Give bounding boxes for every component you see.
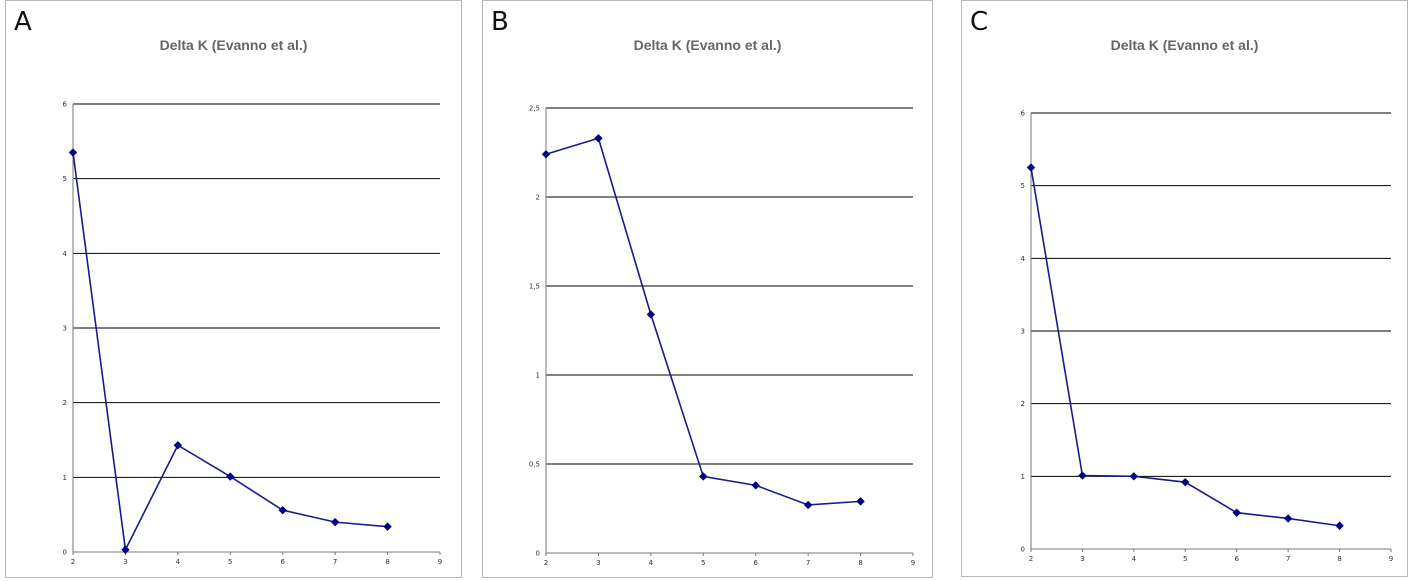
x-tick-label: 5	[228, 558, 232, 566]
data-point-marker	[751, 481, 760, 490]
y-tick-label: 0,5	[529, 461, 540, 469]
y-tick-label: 4	[1021, 255, 1026, 263]
chart-panel-a: A Delta K (Evanno et al.) 0 1 2 3 4 5 6 2 3 4 5 6 7 8…	[5, 0, 462, 578]
panel-letter: C	[970, 7, 989, 37]
data-point-marker	[68, 148, 78, 157]
data-point-marker	[1283, 514, 1293, 523]
x-tick-label: 9	[438, 558, 442, 566]
y-tick-label: 4	[63, 250, 68, 258]
panel-letter: A	[14, 7, 32, 37]
data-point-marker	[278, 505, 287, 515]
x-tick-label: 7	[806, 559, 810, 567]
data-point-marker	[330, 517, 340, 527]
data-point-marker	[856, 497, 865, 506]
data-point-marker	[226, 472, 235, 481]
series-line	[545, 137, 861, 506]
data-point-marker	[1129, 472, 1139, 481]
x-tick-label: 4	[176, 558, 181, 566]
y-tick-label: 1,5	[529, 283, 540, 291]
x-tick-label: 6	[753, 559, 758, 567]
y-tick-label: 0	[1021, 546, 1025, 554]
x-tick-label: 3	[596, 559, 600, 567]
series-line	[1030, 167, 1340, 527]
y-tick-label: 2	[63, 399, 67, 407]
x-tick-label: 4	[1132, 555, 1137, 563]
data-point-marker	[1232, 508, 1241, 517]
x-tick-label: 7	[1286, 555, 1290, 563]
y-tick-label: 2	[1021, 400, 1025, 408]
data-point-marker	[121, 545, 130, 554]
data-point-marker	[173, 441, 183, 450]
x-tick-label: 3	[123, 558, 127, 566]
x-tick-label: 5	[701, 559, 705, 567]
x-tick-label: 2	[1029, 555, 1033, 563]
chart-title: Delta K (Evanno et al.)	[633, 37, 782, 53]
data-point-marker	[594, 134, 603, 143]
x-tick-label: 5	[1183, 555, 1187, 563]
x-tick-label: 8	[1337, 555, 1341, 563]
panel-letter: B	[491, 7, 509, 37]
data-point-marker	[383, 522, 392, 531]
y-tick-label: 5	[63, 175, 67, 183]
y-tick-label: 0	[63, 549, 67, 557]
chart-plot: 0 0,5 1 1,5 2 2,5 2 3 4 5 6 7 8 9	[529, 105, 915, 568]
data-point-marker	[541, 150, 551, 159]
y-tick-label: 1	[536, 372, 540, 380]
y-tick-label: 5	[1021, 182, 1025, 190]
chart-title: Delta K (Evanno et al.)	[1110, 37, 1259, 53]
chart-plot: 0 1 2 3 4 5 6 2 3 4 5 6 7 8 9	[1021, 110, 1394, 564]
y-tick-label: 2	[536, 194, 540, 202]
x-tick-label: 9	[911, 559, 915, 567]
series-line	[72, 152, 388, 553]
y-tick-label: 3	[1021, 328, 1025, 336]
data-point-marker	[1026, 163, 1036, 172]
x-tick-label: 6	[280, 558, 285, 566]
y-tick-label: 2,5	[529, 105, 540, 113]
data-point-marker	[1335, 521, 1344, 530]
y-tick-label: 6	[63, 101, 68, 109]
x-tick-label: 9	[1389, 555, 1393, 563]
chart-panel-b: B Delta K (Evanno et al.) 0 0,5 1 1,5 2 2,5 2 3…	[482, 0, 933, 578]
x-tick-label: 4	[649, 559, 654, 567]
y-tick-label: 1	[63, 474, 67, 482]
chart-panel-c: C Delta K (Evanno et al.) 0 1 2 3 4 5 6 2 3 4 5 6 7 8…	[961, 0, 1408, 577]
chart-title: Delta K (Evanno et al.)	[159, 37, 308, 53]
x-tick-label: 2	[544, 559, 548, 567]
data-point-marker	[1078, 471, 1087, 480]
y-tick-label: 6	[1021, 110, 1026, 118]
x-tick-label: 8	[858, 559, 862, 567]
y-tick-label: 1	[1021, 473, 1025, 481]
x-tick-label: 8	[385, 558, 389, 566]
x-tick-label: 6	[1234, 555, 1239, 563]
data-point-marker	[1181, 477, 1190, 487]
x-tick-label: 2	[71, 558, 75, 566]
data-point-marker	[646, 310, 656, 319]
x-tick-label: 7	[333, 558, 337, 566]
data-point-marker	[803, 500, 813, 510]
data-point-marker	[699, 472, 708, 481]
y-tick-label: 0	[536, 550, 540, 558]
x-tick-label: 3	[1080, 555, 1084, 563]
chart-plot: 0 1 2 3 4 5 6 2 3 4 5 6 7 8 9	[63, 101, 443, 567]
y-tick-label: 3	[63, 325, 67, 333]
